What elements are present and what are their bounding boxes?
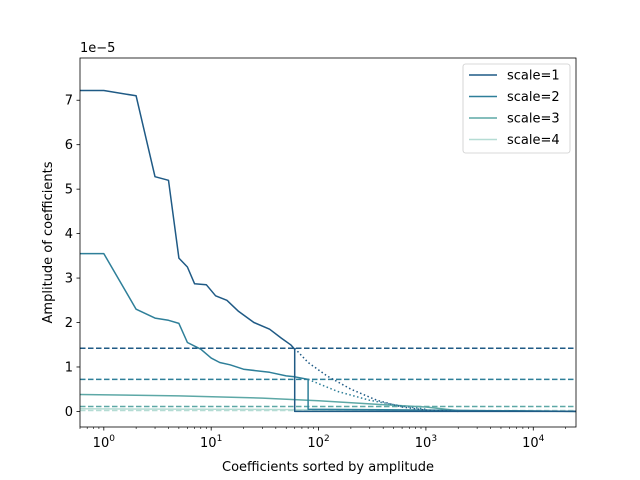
y-tick-label: 4 xyxy=(65,227,73,242)
y-tick-label: 3 xyxy=(65,272,73,287)
legend-label: scale=4 xyxy=(507,133,560,148)
y-tick-label: 6 xyxy=(65,138,73,153)
x-tick-label: 100 xyxy=(93,434,116,451)
series-line-3 xyxy=(80,393,576,413)
legend-label: scale=2 xyxy=(507,90,560,105)
x-tick-label: 101 xyxy=(200,434,222,451)
y-axis-label: Amplitude of coefficients xyxy=(41,161,56,323)
axes-frame xyxy=(79,57,577,428)
x-tick-label: 103 xyxy=(415,434,437,451)
dotted-line-2 xyxy=(307,378,426,410)
legend-label: scale=1 xyxy=(507,69,560,84)
y-tick-label: 2 xyxy=(65,316,73,331)
y-tick-label: 1 xyxy=(65,360,73,375)
legend: scale=1 scale=2 scale=3 scale=4 xyxy=(462,63,571,154)
y-offset-text: 1e−5 xyxy=(80,41,115,56)
y-tick-label: 0 xyxy=(65,405,73,420)
series-3 xyxy=(80,393,576,413)
dotted-line-1 xyxy=(294,347,459,413)
series-line-1 xyxy=(80,89,576,413)
x-axis-label: Coefficients sorted by amplitude xyxy=(222,460,434,475)
legend-label: scale=3 xyxy=(507,112,560,127)
y-tick-label: 7 xyxy=(65,94,73,109)
plot-lines xyxy=(80,89,576,413)
series-line-2 xyxy=(80,252,576,413)
series-2 xyxy=(80,252,576,413)
y-tick-label: 5 xyxy=(65,183,73,198)
x-tick-label: 104 xyxy=(522,434,545,451)
plot-area xyxy=(79,57,577,428)
series-1 xyxy=(80,89,576,413)
x-axis: 100 101 102 103 104 xyxy=(79,427,566,451)
legend-box xyxy=(462,63,571,154)
y-axis: 0 1 2 3 4 5 6 7 xyxy=(65,94,80,420)
x-tick-label: 102 xyxy=(307,434,329,451)
